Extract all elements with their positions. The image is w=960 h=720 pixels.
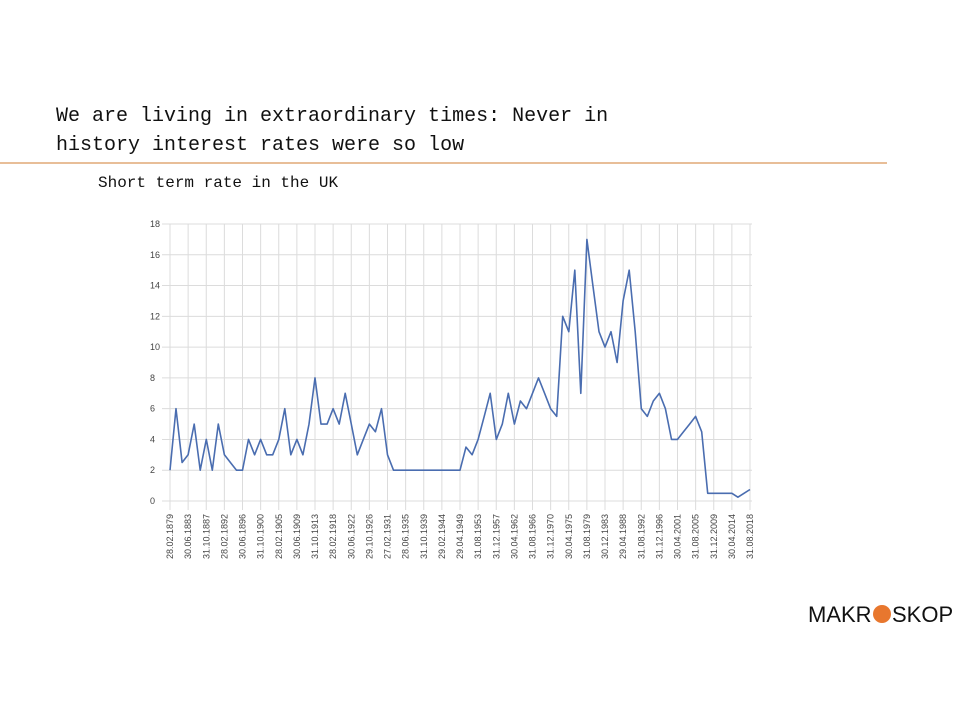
x-tick-label: 30.06.1896 <box>238 514 248 559</box>
x-tick-label: 31.08.1966 <box>528 514 538 559</box>
x-tick-label: 28.02.1905 <box>274 514 284 559</box>
x-tick-label: 30.04.2014 <box>727 514 737 559</box>
x-tick-label: 28.02.1892 <box>219 514 229 559</box>
chart-title: Short term rate in the UK <box>98 174 338 192</box>
y-tick-label: 14 <box>150 281 160 291</box>
x-tick-label: 29.10.1926 <box>364 514 374 559</box>
x-tick-label: 31.08.2005 <box>691 514 701 559</box>
x-tick-label: 29.04.1949 <box>455 514 465 559</box>
x-tick-label: 29.02.1944 <box>437 514 447 559</box>
x-tick-label: 28.02.1879 <box>165 514 175 559</box>
x-tick-label: 29.04.1988 <box>618 514 628 559</box>
x-tick-label: 30.04.2001 <box>673 514 683 559</box>
y-tick-label: 18 <box>150 219 160 229</box>
y-tick-label: 8 <box>150 373 155 383</box>
logo: MAKR SKOP <box>808 602 953 627</box>
x-tick-label: 30.06.1909 <box>292 514 302 559</box>
x-tick-label: 31.12.1957 <box>491 514 501 559</box>
x-tick-label: 30.06.1922 <box>346 514 356 559</box>
x-tick-label: 27.02.1931 <box>383 514 393 559</box>
y-tick-label: 4 <box>150 434 155 444</box>
logo-text: MAKR <box>808 602 872 627</box>
x-tick-label: 31.12.1970 <box>546 514 556 559</box>
y-tick-label: 6 <box>150 404 155 414</box>
x-tick-label: 30.04.1975 <box>564 514 574 559</box>
x-tick-label: 31.08.2018 <box>745 514 755 559</box>
slide-title: history interest rates were so low <box>56 134 464 157</box>
x-tick-label: 31.12.2009 <box>709 514 719 559</box>
y-tick-label: 10 <box>150 342 160 352</box>
logo-text: SKOP <box>892 602 953 627</box>
logo-dot <box>873 605 891 623</box>
x-tick-label: 31.10.1900 <box>256 514 266 559</box>
x-tick-label: 31.08.1979 <box>582 514 592 559</box>
x-tick-label: 31.08.1992 <box>636 514 646 559</box>
y-tick-label: 0 <box>150 496 155 506</box>
line-series <box>169 238 751 498</box>
x-tick-label: 28.02.1918 <box>328 514 338 559</box>
y-tick-label: 12 <box>150 311 160 321</box>
x-tick-label: 31.08.1953 <box>473 514 483 559</box>
y-tick-label: 16 <box>150 250 160 260</box>
slide-title: We are living in extraordinary times: Ne… <box>56 105 608 128</box>
x-tick-label: 30.06.1883 <box>183 514 193 559</box>
x-tick-label: 31.10.1887 <box>201 514 211 559</box>
y-tick-label: 2 <box>150 465 155 475</box>
x-tick-label: 30.04.1962 <box>509 514 519 559</box>
x-tick-label: 31.10.1939 <box>419 514 429 559</box>
x-tick-label: 28.06.1935 <box>401 514 411 559</box>
x-tick-label: 31.10.1913 <box>310 514 320 559</box>
x-tick-label: 30.12.1983 <box>600 514 610 559</box>
x-tick-label: 31.12.1996 <box>654 514 664 559</box>
